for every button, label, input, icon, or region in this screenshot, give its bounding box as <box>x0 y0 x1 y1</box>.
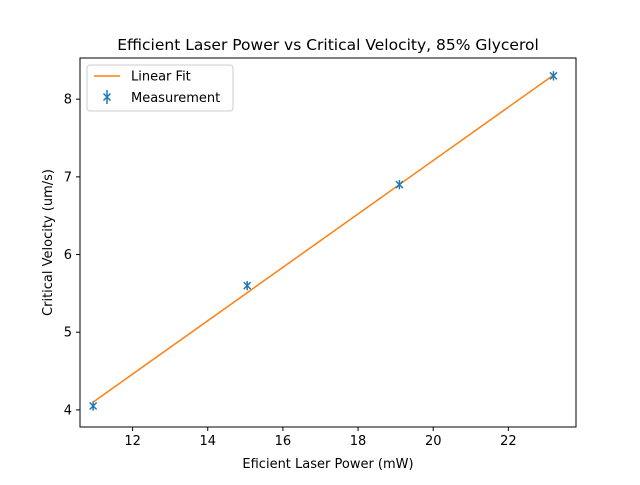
linear-fit-line <box>92 74 554 403</box>
legend: Linear Fit Measurement <box>86 64 234 112</box>
y-tick-label: 7 <box>64 170 72 185</box>
x-tick-label: 18 <box>350 434 367 449</box>
legend-box <box>86 64 234 112</box>
y-tick-label: 5 <box>64 326 72 341</box>
measurement-point <box>549 71 558 81</box>
legend-linear-fit-label: Linear Fit <box>131 70 191 85</box>
legend-measurement-swatch <box>102 90 112 104</box>
chart-title: Efficient Laser Power vs Critical Veloci… <box>117 36 539 54</box>
measurement-marker <box>549 71 558 80</box>
measurement-marker <box>243 281 252 290</box>
x-axis-label: Eficient Laser Power (mW) <box>242 457 413 472</box>
x-tick-label: 16 <box>275 434 292 449</box>
measurement-point <box>395 179 404 190</box>
axes-frame <box>79 57 577 428</box>
measurement-point <box>243 280 252 291</box>
y-tick-label: 4 <box>64 403 72 418</box>
measurement-marker <box>89 401 98 411</box>
legend-measurement-label: Measurement <box>131 91 220 106</box>
x-tick-label: 12 <box>124 434 141 449</box>
y-axis: 4 5 6 7 8 <box>64 93 80 418</box>
y-tick-label: 6 <box>64 248 72 263</box>
measurement-point <box>89 401 98 411</box>
plot-area <box>89 71 558 411</box>
x-axis: 12 14 16 18 20 22 <box>124 427 517 449</box>
y-axis-label: Critical Velocity (um/s) <box>41 169 56 316</box>
y-tick-label: 8 <box>64 93 72 108</box>
measurement-marker <box>395 180 404 189</box>
x-tick-label: 20 <box>425 434 442 449</box>
x-tick-label: 14 <box>199 434 216 449</box>
x-tick-label: 22 <box>500 434 517 449</box>
